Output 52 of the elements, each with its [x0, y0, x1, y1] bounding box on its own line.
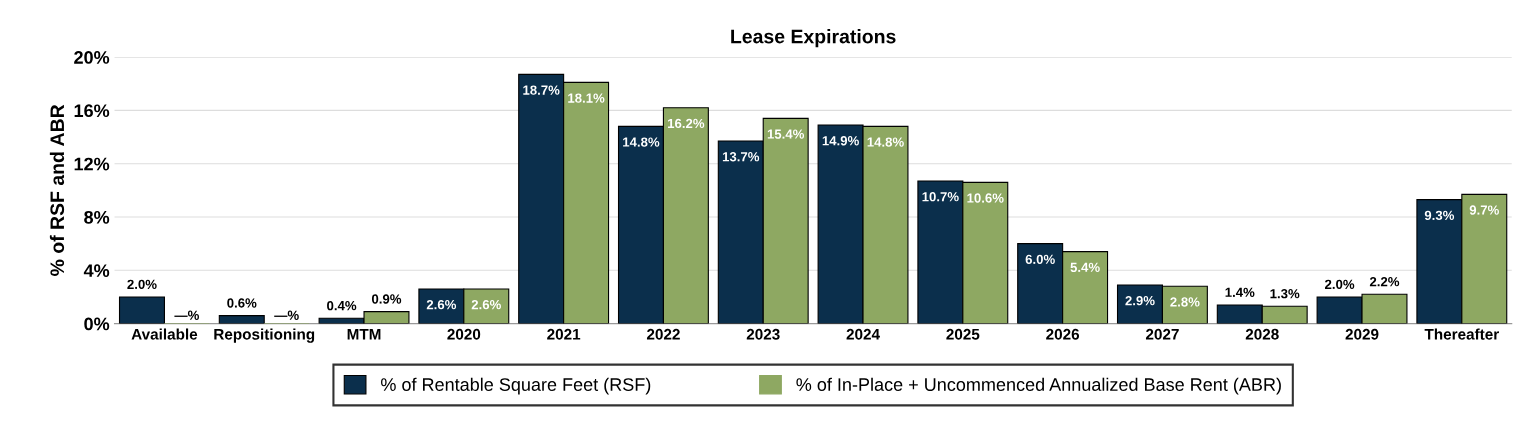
y-axis-title: % of RSF and ABR [49, 104, 65, 276]
data-label: 2.2% [1369, 277, 1400, 287]
x-tick-label: 2024 [846, 328, 880, 340]
data-label: 6.0% [1025, 254, 1055, 264]
x-tick-label: 2026 [1046, 328, 1080, 340]
data-label: 10.6% [967, 193, 1004, 203]
data-label: —% [274, 310, 299, 320]
chart-title: Lease Expirations [731, 29, 896, 48]
y-tick-label: 8% [84, 210, 110, 224]
data-label: 1.4% [1225, 287, 1255, 297]
x-tick-label: 2023 [746, 328, 780, 340]
data-label: 10.7% [922, 192, 959, 202]
data-label: 14.9% [822, 136, 859, 146]
x-tick-label: Repositioning [214, 328, 315, 343]
legend-label: % of Rentable Square Feet (RSF) [381, 377, 651, 395]
data-label: 5.4% [1070, 262, 1100, 272]
y-tick-label: 20% [74, 51, 110, 64]
data-label: 16.2% [668, 118, 705, 129]
data-label: 2.9% [1125, 295, 1155, 306]
x-tick-label: 2025 [946, 328, 980, 340]
data-label: 0.4% [327, 300, 357, 311]
y-tick-label: 16% [74, 104, 110, 118]
y-tick-label: 0% [84, 317, 110, 331]
x-tick-label: MTM [347, 329, 381, 340]
data-label: 1.3% [1270, 288, 1300, 299]
x-tick-label: 2021 [547, 328, 581, 340]
data-label: 2.0% [1325, 279, 1355, 290]
data-label: 13.7% [722, 152, 760, 162]
x-tick-label: 2020 [447, 328, 481, 340]
x-tick-label: 2028 [1245, 328, 1279, 340]
data-label: 2.6% [426, 299, 457, 310]
data-label: 2.6% [471, 299, 501, 310]
data-label: 14.8% [867, 137, 904, 147]
data-label: 15.4% [767, 129, 805, 139]
x-tick-label: 2022 [646, 328, 680, 340]
data-label: 0.6% [227, 298, 257, 308]
data-label: 9.7% [1469, 205, 1499, 215]
x-tick-label: 2027 [1145, 328, 1179, 340]
x-tick-label: 2029 [1345, 328, 1379, 340]
data-label: 18.1% [568, 93, 605, 103]
y-tick-label: 12% [74, 157, 110, 171]
x-tick-label: Available [131, 328, 198, 340]
y-tick-label: 4% [83, 264, 110, 277]
data-label: 9.3% [1424, 210, 1455, 221]
x-tick-label: Thereafter [1424, 328, 1499, 340]
data-label: —% [174, 310, 199, 320]
data-label: 14.8% [623, 137, 660, 147]
data-label: 18.7% [523, 85, 560, 95]
data-label: 2.0% [127, 279, 157, 290]
data-label: 0.9% [371, 294, 402, 304]
data-label: 2.8% [1170, 297, 1200, 307]
legend-label: % of In-Place + Uncommenced Annualized Base Rent (ABR) [796, 377, 1281, 395]
